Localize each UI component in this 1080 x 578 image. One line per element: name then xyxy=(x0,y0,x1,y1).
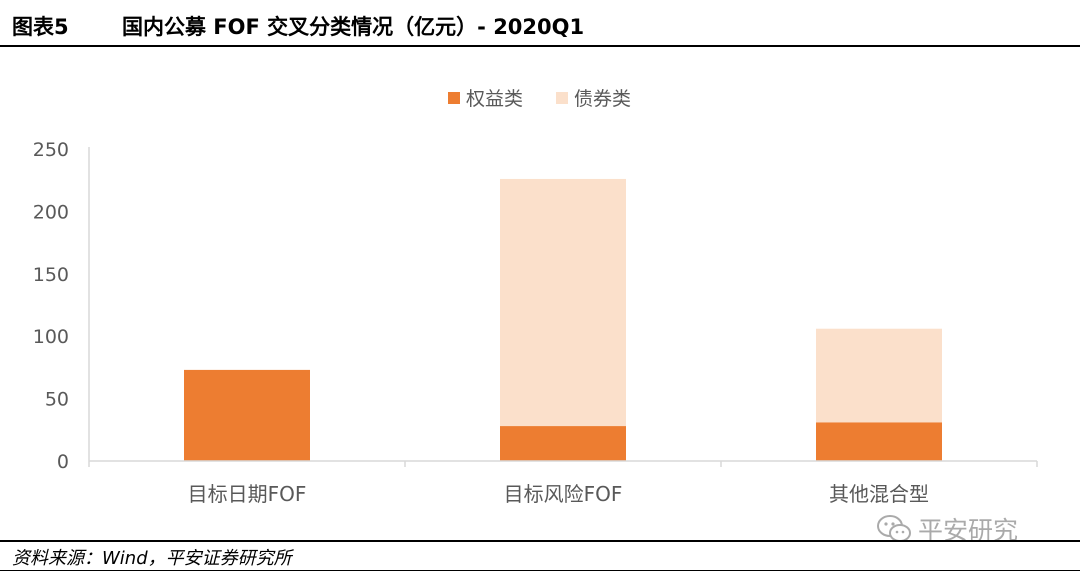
footer-divider-top xyxy=(0,540,1080,542)
footer-divider-bottom xyxy=(0,570,1080,571)
legend-label-1: 债券类 xyxy=(574,88,631,110)
legend-swatch-1 xyxy=(556,92,568,104)
x-tick-label-2: 其他混合型 xyxy=(829,482,929,506)
bar-1-series-1 xyxy=(500,178,626,427)
x-tick-label-0: 目标日期FOF xyxy=(188,482,307,506)
figure-title: 国内公募 FOF 交叉分类情况（亿元）- 2020Q1 xyxy=(122,15,585,39)
chart-legend: 权益类 债券类 xyxy=(448,88,631,110)
bar-2-series-0 xyxy=(816,422,942,461)
y-tick-label-1: 50 xyxy=(45,389,69,411)
figure-header: 图表5 国内公募 FOF 交叉分类情况（亿元）- 2020Q1 xyxy=(0,0,1080,48)
legend-swatch-0 xyxy=(448,92,460,104)
chart-axes xyxy=(88,147,1038,467)
stacked-bar-chart: 权益类 债券类 0 50 100 150 200 250 目标日期FOF 目标风险FOF 其他混… xyxy=(33,88,1038,506)
legend-label-0: 权益类 xyxy=(466,88,523,110)
y-axis-ticks: 0 50 100 150 200 250 xyxy=(33,139,69,473)
x-tick-label-1: 目标风险FOF xyxy=(504,482,623,506)
bar-0-series-0 xyxy=(184,369,310,461)
figure-label: 图表5 xyxy=(12,15,69,39)
x-axis-ticks: 目标日期FOF 目标风险FOF 其他混合型 xyxy=(188,482,929,506)
bar-1-series-0 xyxy=(500,426,626,461)
source-note: 资料来源：Wind，平安证券研究所 xyxy=(12,548,292,569)
bar-series xyxy=(184,178,942,461)
y-tick-label-0: 0 xyxy=(57,451,69,473)
y-tick-label-5: 250 xyxy=(33,139,69,161)
header-divider xyxy=(0,45,1080,47)
y-tick-label-3: 150 xyxy=(33,264,69,286)
bar-2-series-1 xyxy=(816,328,942,423)
y-tick-label-4: 200 xyxy=(33,201,69,223)
y-tick-label-2: 100 xyxy=(33,326,69,348)
